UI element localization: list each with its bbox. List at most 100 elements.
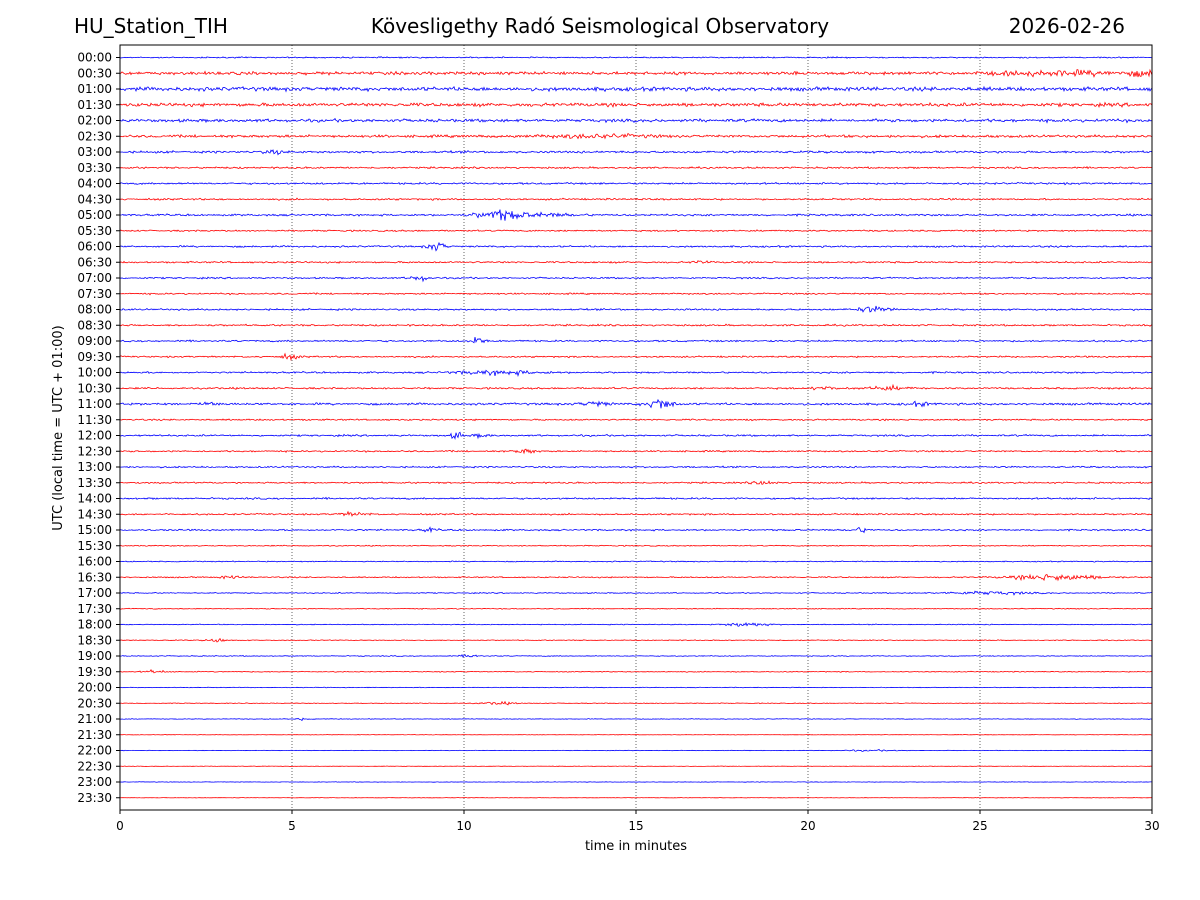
trace-1830 <box>119 637 1153 643</box>
trace-1330 <box>119 480 1153 485</box>
trace-1400 <box>119 496 1153 501</box>
trace-2100 <box>119 717 1153 722</box>
y-tick-label-18: 09:00 <box>77 334 112 348</box>
grid-lines <box>291 45 981 810</box>
trace-0200 <box>119 117 1153 124</box>
x-tick-label-2: 10 <box>456 819 471 833</box>
y-tick-label-41: 20:30 <box>77 696 112 710</box>
trace-2330 <box>119 797 1153 799</box>
x-tick-label-6: 30 <box>1144 819 1159 833</box>
x-tick-label-0: 0 <box>116 819 124 833</box>
trace-0500 <box>119 209 1153 221</box>
trace-group <box>119 56 1153 799</box>
x-axis-label: time in minutes <box>585 839 687 854</box>
trace-1800 <box>119 622 1153 627</box>
y-tick-label-36: 18:00 <box>77 618 112 632</box>
trace-1700 <box>119 590 1153 596</box>
y-tick-label-2: 01:00 <box>77 82 112 96</box>
trace-1900 <box>119 653 1153 658</box>
trace-1600 <box>119 560 1153 563</box>
trace-1200 <box>119 431 1152 441</box>
trace-0300 <box>119 149 1153 156</box>
y-tick-label-45: 22:30 <box>77 759 112 773</box>
trace-1730 <box>119 607 1153 610</box>
trace-0330 <box>119 165 1153 170</box>
y-tick-label-6: 03:00 <box>77 145 112 159</box>
trace-0800 <box>119 305 1153 313</box>
y-tick-label-23: 11:30 <box>77 413 112 427</box>
y-tick-label-47: 23:30 <box>77 791 112 805</box>
trace-2200 <box>119 748 1153 752</box>
trace-1130 <box>119 418 1153 422</box>
y-tick-label-19: 09:30 <box>77 350 112 364</box>
y-tick-label-10: 05:00 <box>77 208 112 222</box>
y-axis-label: UTC (local time = UTC + 01:00) <box>51 325 66 530</box>
y-tick-label-20: 10:00 <box>77 366 112 380</box>
trace-1030 <box>119 383 1153 391</box>
y-tick-label-37: 18:30 <box>77 633 112 647</box>
y-tick-label-7: 03:30 <box>77 161 112 175</box>
y-tick-label-40: 20:00 <box>77 681 112 695</box>
trace-0100 <box>119 85 1153 93</box>
trace-1530 <box>120 544 1153 547</box>
trace-0430 <box>119 197 1153 201</box>
x-tick-label-5: 25 <box>972 819 987 833</box>
y-tick-label-30: 15:00 <box>77 523 112 537</box>
chart-title: Kövesligethy Radó Seismological Observat… <box>370 14 830 38</box>
x-ticks: 0 5 10 15 20 25 30 <box>116 810 1160 833</box>
y-tick-label-24: 12:00 <box>77 429 112 443</box>
trace-0730 <box>119 292 1153 296</box>
y-tick-label-21: 10:30 <box>77 381 112 395</box>
chart-date: 2026-02-26 <box>1008 14 1125 38</box>
x-tick-label-4: 20 <box>800 819 815 833</box>
trace-1230 <box>119 448 1153 455</box>
y-tick-label-17: 08:30 <box>77 318 112 332</box>
y-tick-label-31: 15:30 <box>77 539 112 553</box>
y-tick-label-29: 14:30 <box>77 507 112 521</box>
y-tick-label-34: 17:00 <box>77 586 112 600</box>
trace-1630 <box>119 573 1153 582</box>
trace-0000 <box>119 56 1153 59</box>
y-tick-label-28: 14:00 <box>77 492 112 506</box>
y-tick-label-27: 13:30 <box>77 476 112 490</box>
trace-2130 <box>119 734 1153 736</box>
y-tick-label-32: 16:00 <box>77 555 112 569</box>
y-tick-label-3: 01:30 <box>77 98 112 112</box>
y-tick-label-26: 13:00 <box>77 460 112 474</box>
trace-0230 <box>119 132 1153 140</box>
trace-2030 <box>119 700 1153 706</box>
y-tick-label-15: 07:30 <box>77 287 112 301</box>
trace-1500 <box>119 526 1153 534</box>
station-name: HU_Station_TIH <box>74 14 228 38</box>
y-tick-label-33: 16:30 <box>77 570 112 584</box>
y-tick-label-1: 00:30 <box>77 66 112 80</box>
trace-0930 <box>119 352 1153 362</box>
y-tick-label-0: 00:00 <box>77 51 112 65</box>
y-tick-label-16: 08:00 <box>77 303 112 317</box>
x-tick-label-1: 5 <box>288 819 296 833</box>
y-tick-label-46: 23:00 <box>77 775 112 789</box>
trace-0130 <box>119 101 1153 109</box>
trace-1100 <box>119 398 1153 409</box>
y-tick-label-43: 21:30 <box>77 728 112 742</box>
y-tick-label-22: 11:00 <box>77 397 112 411</box>
trace-2300 <box>119 781 1153 783</box>
y-tick-label-5: 02:30 <box>77 129 112 143</box>
y-tick-label-11: 05:30 <box>77 224 112 238</box>
trace-0030 <box>119 68 1153 78</box>
y-tick-label-4: 02:00 <box>77 114 112 128</box>
y-tick-label-13: 06:30 <box>77 255 112 269</box>
y-tick-label-39: 19:30 <box>77 665 112 679</box>
y-tick-label-38: 19:00 <box>77 649 112 663</box>
trace-2230 <box>119 765 1153 767</box>
trace-1000 <box>119 369 1153 378</box>
trace-0530 <box>119 229 1153 233</box>
y-tick-label-14: 07:00 <box>77 271 112 285</box>
y-tick-label-42: 21:00 <box>77 712 112 726</box>
trace-0630 <box>119 260 1153 264</box>
trace-1930 <box>119 668 1153 674</box>
y-tick-label-25: 12:30 <box>77 444 112 458</box>
y-tick-label-9: 04:30 <box>77 192 112 206</box>
